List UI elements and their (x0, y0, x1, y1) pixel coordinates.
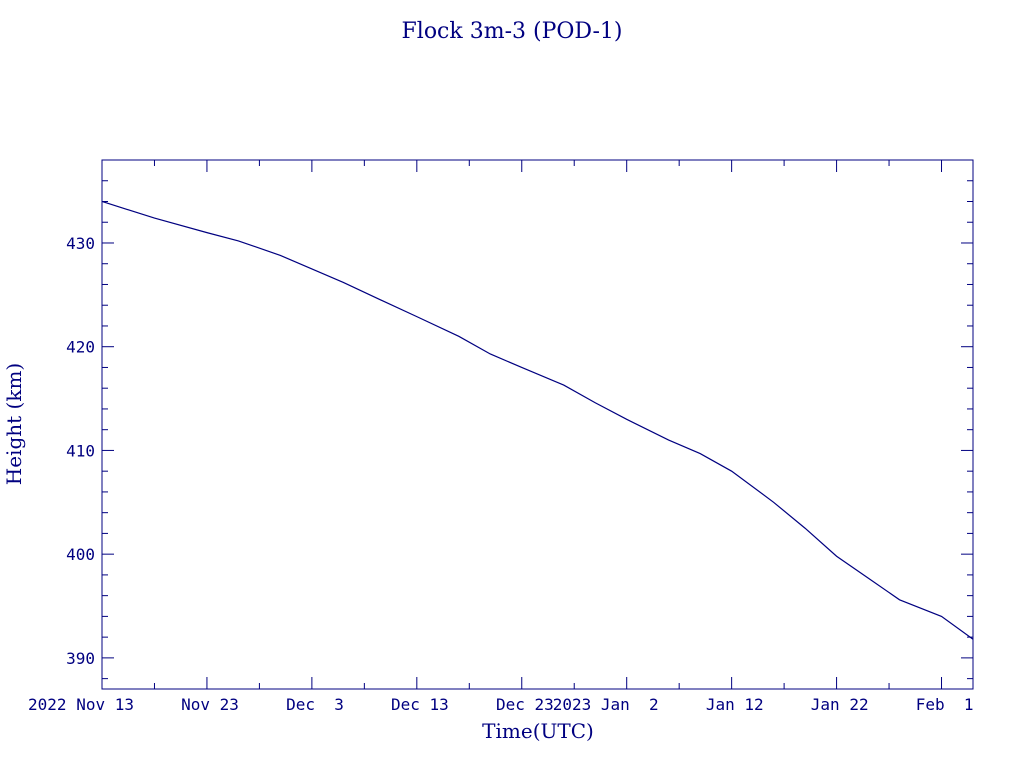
axis-ticks (101, 159, 973, 689)
y-axis-label: Height (km) (2, 363, 26, 485)
x-tick-label: Jan 12 (706, 695, 764, 714)
x-axis-label: Time(UTC) (482, 719, 594, 743)
y-tick-label: 400 (66, 545, 95, 564)
x-tick-label: Dec 23 (496, 695, 554, 714)
x-tick-label: Dec 3 (286, 695, 344, 714)
y-tick-label: 390 (66, 649, 95, 668)
x-tick-label: Dec 13 (391, 695, 449, 714)
y-tick-label: 420 (66, 338, 95, 357)
y-tick-labels: 390 400 410 420 430 (66, 234, 95, 668)
chart-title: Flock 3m-3 (POD-1) (402, 19, 623, 44)
y-tick-label: 430 (66, 234, 95, 253)
x-tick-label: Feb 1 (916, 695, 974, 714)
x-tick-label: Nov 23 (181, 695, 239, 714)
x-tick-label: Jan 22 (811, 695, 869, 714)
series-line (101, 200, 974, 640)
y-tick-label: 410 (66, 441, 95, 460)
x-tick-label: 2023 Jan 2 (553, 695, 659, 714)
x-tick-label: 2022 Nov 13 (28, 695, 134, 714)
plot-frame (101, 159, 974, 690)
